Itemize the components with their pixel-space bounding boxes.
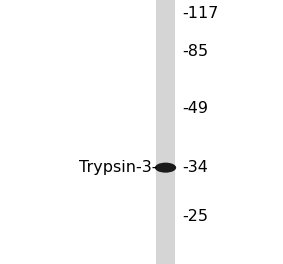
Ellipse shape xyxy=(155,163,176,173)
Text: Trypsin-3-: Trypsin-3- xyxy=(79,160,157,175)
Text: -85: -85 xyxy=(183,44,209,59)
Bar xyxy=(156,0,175,264)
Text: -34: -34 xyxy=(183,160,208,175)
Text: -25: -25 xyxy=(183,209,209,224)
Text: -117: -117 xyxy=(183,6,219,21)
Text: -49: -49 xyxy=(183,101,209,116)
